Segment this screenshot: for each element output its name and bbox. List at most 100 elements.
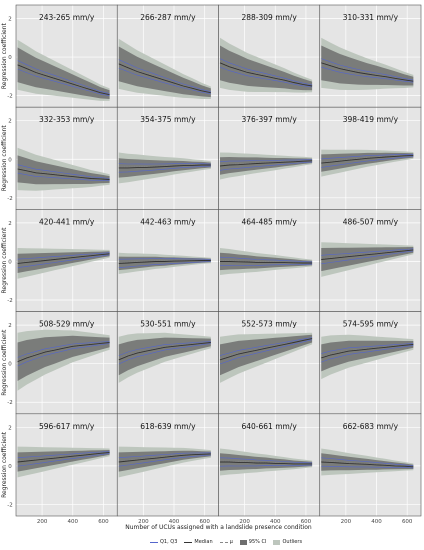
x-tick-label: 600 bbox=[199, 519, 210, 525]
q1-line bbox=[118, 261, 211, 268]
q1-line bbox=[219, 263, 313, 266]
q3-line bbox=[219, 159, 313, 163]
mean-line bbox=[118, 259, 211, 263]
q3-line bbox=[17, 164, 110, 179]
y-tick-label: -2 bbox=[7, 298, 12, 304]
panel-title: 398-419 mm/y bbox=[343, 115, 399, 124]
q1-line bbox=[17, 254, 110, 268]
panel: 530-551 mm/y bbox=[116, 311, 219, 415]
median-line bbox=[219, 62, 313, 87]
panel: 618-639 mm/y 200 400 600 bbox=[116, 413, 219, 525]
y-tick-label: -2 bbox=[7, 502, 12, 508]
y-axis-label: Regression coefficient bbox=[1, 431, 8, 498]
legend-label-quartiles: Q1, Q3 bbox=[160, 539, 178, 545]
panel: 332-353 mm/y 2 0 -2 Regression coefficient bbox=[1, 106, 118, 210]
median-line bbox=[321, 461, 414, 468]
ci-band bbox=[321, 152, 414, 172]
panel-title: 486-507 mm/y bbox=[343, 217, 399, 226]
q1-line bbox=[17, 453, 110, 467]
x-tick-label: 600 bbox=[402, 519, 413, 525]
y-axis-label: Regression coefficient bbox=[1, 125, 8, 192]
mean-line bbox=[321, 460, 414, 467]
q3-line bbox=[118, 258, 211, 260]
x-tick-label: 600 bbox=[301, 519, 312, 525]
mean-line bbox=[118, 453, 211, 462]
panel-title: 640-661 mm/y bbox=[241, 422, 297, 431]
mean-line bbox=[219, 260, 313, 264]
panel: 442-463 mm/y bbox=[116, 209, 219, 312]
panel-title: 243-265 mm/y bbox=[39, 13, 95, 22]
median-line bbox=[118, 63, 211, 94]
median-line bbox=[17, 253, 110, 264]
panel-title: 596-617 mm/y bbox=[39, 422, 95, 431]
q1-line bbox=[118, 67, 211, 95]
y-tick-label: -2 bbox=[7, 196, 12, 202]
mean-line bbox=[17, 253, 110, 263]
panel: 464-485 mm/y bbox=[218, 209, 321, 312]
median-line bbox=[219, 160, 313, 167]
y-axis-label: Regression coefficient bbox=[1, 22, 8, 89]
x-tick-label: 200 bbox=[37, 519, 48, 525]
y-tick-label: 0 bbox=[8, 362, 12, 368]
mean-line bbox=[219, 160, 313, 166]
panel-title: 464-485 mm/y bbox=[241, 217, 297, 226]
q3-line bbox=[321, 58, 414, 81]
q1-line bbox=[321, 345, 414, 363]
q1-line bbox=[321, 156, 414, 168]
x-tick-label: 400 bbox=[169, 519, 180, 525]
q3-line bbox=[321, 457, 414, 467]
legend-item-outliers: Outliers bbox=[273, 539, 302, 545]
q3-line bbox=[118, 163, 211, 165]
legend-swatch-quartiles bbox=[150, 541, 158, 543]
q1-line bbox=[118, 454, 211, 467]
median-line bbox=[17, 342, 110, 363]
q3-line bbox=[118, 341, 211, 356]
mean-line bbox=[17, 341, 110, 362]
mean-line bbox=[17, 451, 110, 462]
ci-band bbox=[17, 47, 110, 99]
panel: 376-397 mm/y bbox=[218, 106, 321, 210]
legend-item-quartiles: Q1, Q3 bbox=[150, 539, 177, 545]
median-line bbox=[118, 164, 211, 169]
q1-line bbox=[219, 339, 313, 365]
panel: 486-507 mm/y bbox=[319, 209, 422, 312]
x-tick-label: 600 bbox=[98, 519, 109, 525]
panel: 288-309 mm/y bbox=[218, 4, 321, 108]
panel-title: 618-639 mm/y bbox=[140, 422, 196, 431]
q1-line bbox=[17, 343, 110, 367]
ci-band bbox=[321, 453, 414, 471]
median-line bbox=[220, 461, 313, 465]
q1-line bbox=[321, 250, 414, 265]
y-tick-label: 2 bbox=[8, 16, 12, 22]
panel-title: 332-353 mm/y bbox=[39, 115, 95, 124]
y-tick-label: 0 bbox=[8, 55, 12, 61]
ci-band bbox=[118, 46, 211, 98]
median-line bbox=[17, 451, 110, 463]
panel-title: 288-309 mm/y bbox=[241, 13, 297, 22]
x-axis-label: Number of UCUs assigned with a landslide… bbox=[125, 524, 312, 531]
q3-line bbox=[321, 154, 414, 160]
legend-label-outliers: Outliers bbox=[282, 539, 303, 545]
y-tick-label: 2 bbox=[8, 425, 12, 431]
q1-line bbox=[17, 172, 110, 181]
panel-title: 354-375 mm/y bbox=[140, 115, 196, 124]
panel: 243-265 mm/y 2 0 -2 Regression coefficient bbox=[1, 4, 118, 108]
q3-line bbox=[17, 252, 110, 260]
panel-title: 530-551 mm/y bbox=[140, 320, 196, 329]
q1-line bbox=[219, 464, 313, 467]
panel-title: 442-463 mm/y bbox=[140, 217, 196, 226]
x-tick-label: 200 bbox=[341, 519, 352, 525]
q3-line bbox=[321, 248, 414, 256]
median-line bbox=[321, 154, 414, 164]
ci-band bbox=[118, 256, 211, 271]
median-line bbox=[118, 260, 211, 264]
q3-line bbox=[17, 341, 110, 358]
mean-line bbox=[321, 249, 414, 259]
legend-label-mean: μ bbox=[229, 539, 233, 545]
q3-line bbox=[219, 457, 313, 464]
legend-swatch-outliers bbox=[273, 539, 281, 545]
y-tick-label: 2 bbox=[8, 119, 12, 125]
panel: 662-683 mm/y 200 400 600 bbox=[319, 413, 422, 525]
ci-band bbox=[220, 45, 313, 91]
q3-line bbox=[321, 343, 414, 354]
